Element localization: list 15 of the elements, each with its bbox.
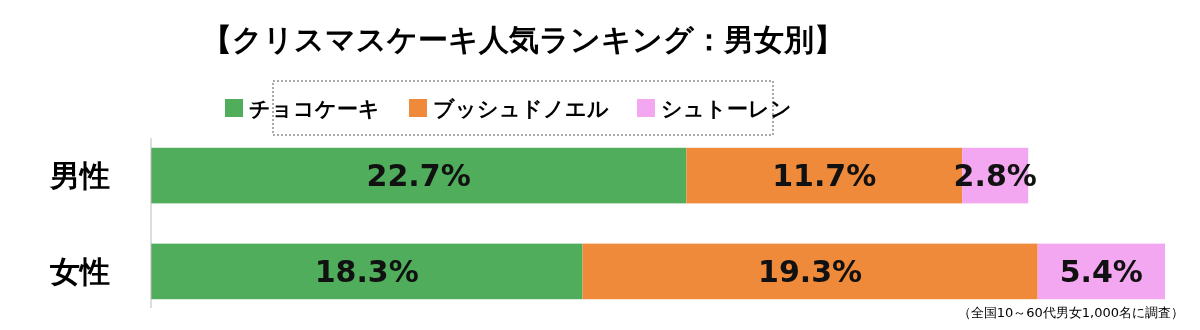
legend-label: チョコケーキ (249, 96, 380, 121)
data-label: 18.3% (314, 254, 419, 290)
data-label: 11.7% (772, 158, 877, 194)
legend-label: ブッシュドノエル (433, 96, 609, 121)
legend-label: シュトーレン (661, 96, 792, 121)
annotation: （全国10～60代男女1,000名に調査） (957, 305, 1184, 320)
y-tick-label: 男性 (49, 158, 110, 194)
data-label: 5.4% (1059, 254, 1143, 290)
chart-title: 【クリスマスケーキ人気ランキング：男女別】 (202, 22, 844, 57)
data-label: 19.3% (758, 254, 863, 290)
bar (151, 147, 687, 204)
data-label: 22.7% (366, 158, 471, 194)
y-tick-label: 女性 (49, 254, 110, 290)
bar (582, 243, 1038, 300)
bar (151, 243, 583, 300)
